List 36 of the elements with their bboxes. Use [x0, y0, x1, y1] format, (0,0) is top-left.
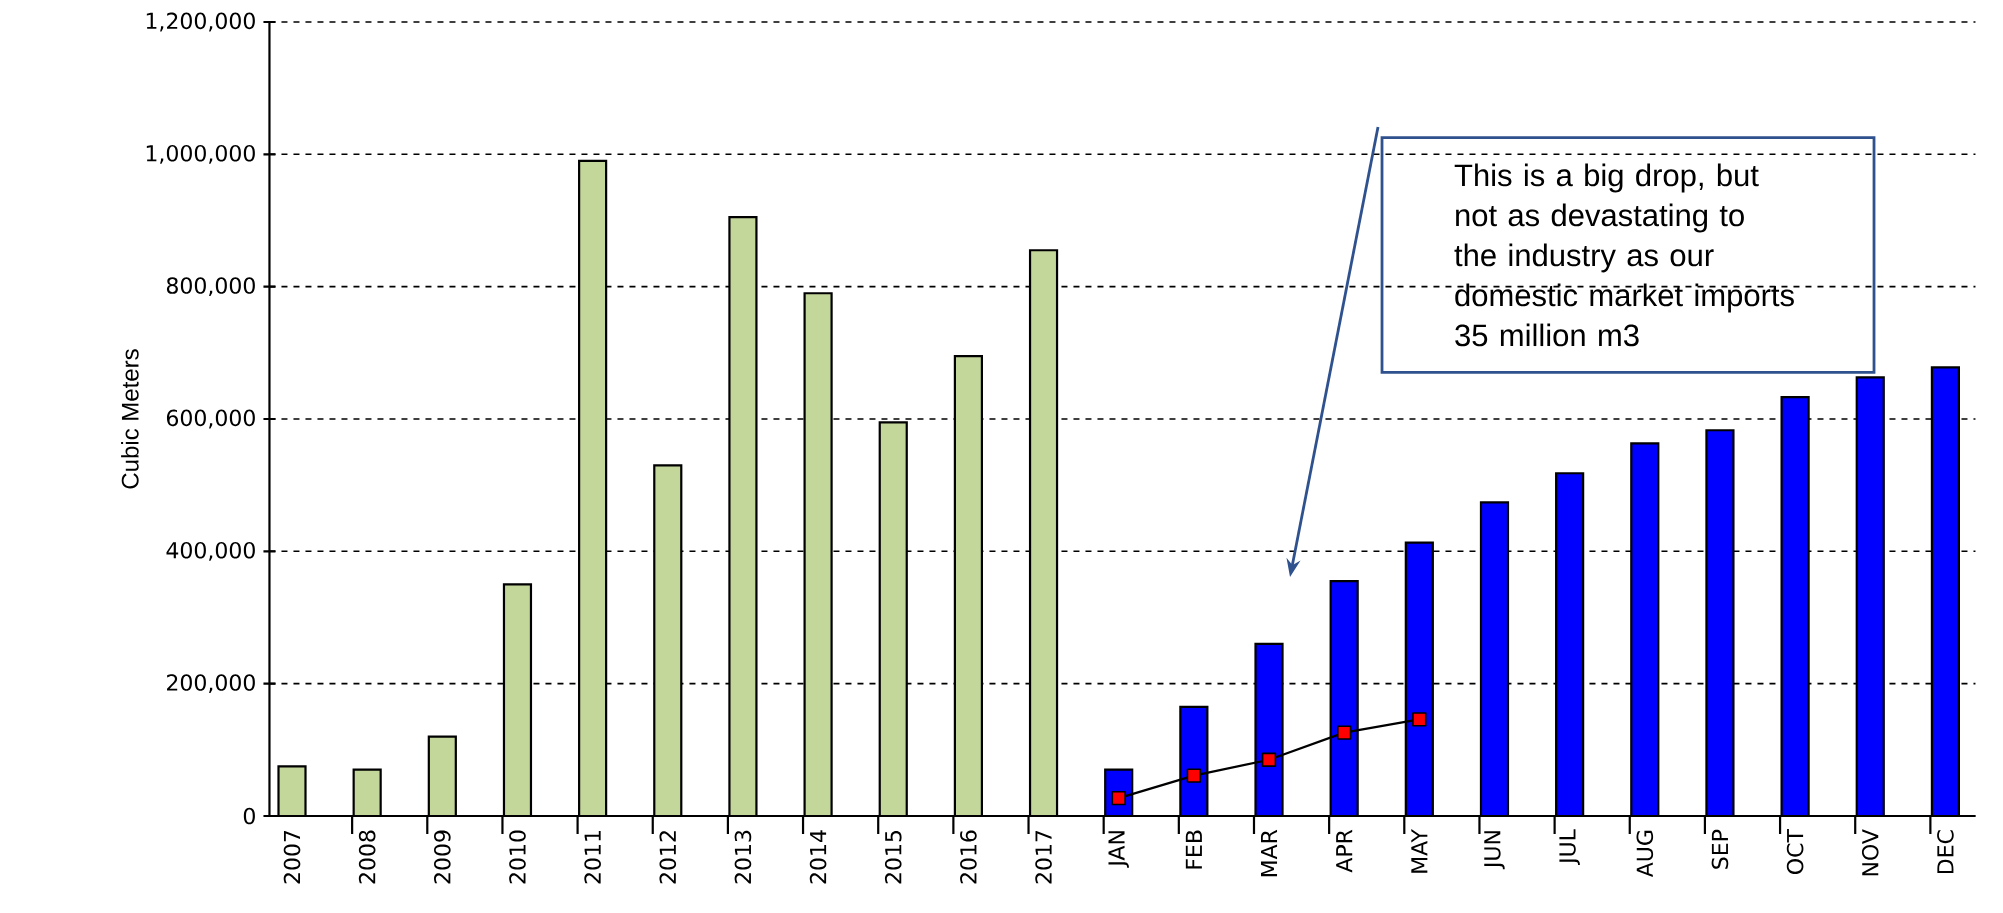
x-tick-label: JAN	[1108, 831, 1129, 868]
x-tick-label: JUN	[1484, 831, 1505, 870]
x-tick-label: APR	[1336, 829, 1353, 873]
x-tick-label: 2016	[960, 830, 977, 884]
x-tick-label: 2011	[584, 831, 601, 884]
point	[1186, 768, 1202, 783]
x-tick-label: 2013	[734, 830, 752, 884]
y-tick-label: 0	[243, 807, 255, 825]
x-tick-label: AUG	[1636, 830, 1654, 878]
x-tick-label: 2009	[434, 830, 451, 884]
x-tick-label: 2014	[809, 830, 827, 884]
x-tick-label: 2017	[1035, 830, 1052, 884]
x-tick-label: DEC	[1937, 830, 1954, 874]
x-tick-label: JUL	[1559, 829, 1580, 866]
point	[1412, 712, 1427, 727]
x-tick-label: 2007	[283, 830, 301, 884]
x-tick-label: SEP	[1711, 829, 1729, 869]
annotation: This is a big drop, but not as devastating to the industry as our domestic market imports 35 million m3	[1454, 163, 1794, 347]
x-tick-label: OCT	[1786, 829, 1804, 874]
x-tick-label: MAR	[1261, 829, 1278, 877]
y-axis-title: Cubic Meters	[121, 349, 139, 489]
x-tick-label: 2008	[358, 830, 376, 884]
y-tick-label: 400,000	[166, 541, 255, 561]
y-tick-label: 800,000	[166, 277, 255, 297]
point	[1261, 752, 1277, 767]
x-tick-label: 2015	[884, 830, 902, 884]
x-tick-label: 2012	[659, 831, 677, 884]
x-tick-label: 2010	[509, 830, 526, 884]
y-tick-label: 200,000	[167, 674, 255, 694]
y-tick-label: 1,000,000	[146, 144, 255, 164]
x-tick-label: FEB	[1185, 830, 1202, 869]
x-tick-label: MAY	[1411, 828, 1428, 873]
point	[1336, 725, 1352, 740]
x-tick-label: NOV	[1861, 829, 1879, 876]
y-tick-label: 1,200,000	[146, 12, 255, 32]
y-tick-label: 600,000	[166, 409, 255, 429]
